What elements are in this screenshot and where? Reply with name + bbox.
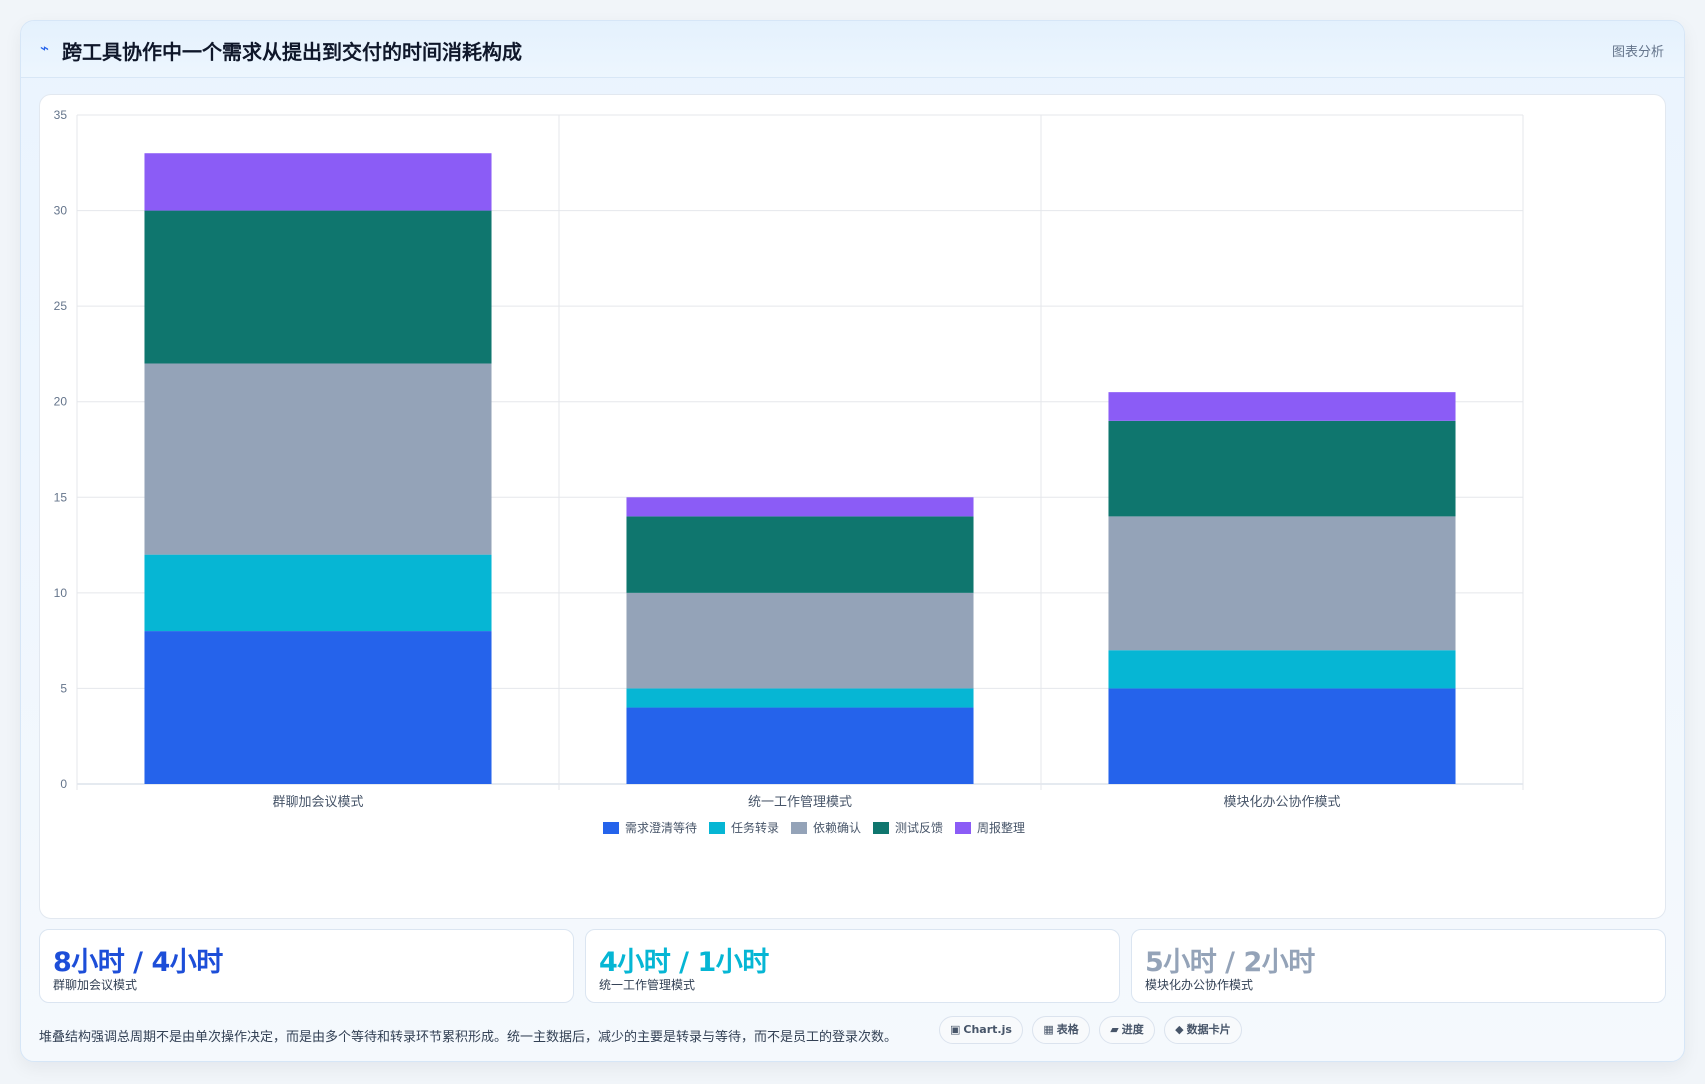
chart-analysis-tag: 图表分析 — [1611, 45, 1664, 60]
bar-segment — [626, 592, 974, 689]
bar-segment — [144, 363, 492, 555]
legend-label: 测试反馈 — [895, 820, 943, 835]
x-tick-label: 统一工作管理模式 — [748, 795, 852, 810]
legend-swatch — [603, 822, 619, 834]
legend-label: 任务转录 — [731, 820, 779, 835]
stat-card-group-chat: 8小时 / 4小时 群聊加会议模式 — [39, 929, 574, 1003]
stat-card-modular-office: 5小时 / 2小时 模块化办公协作模式 — [1131, 929, 1666, 1003]
y-tick-label: 5 — [60, 681, 67, 695]
panel-header: ⌁ 跨工具协作中一个需求从提出到交付的时间消耗构成 图表分析 — [21, 21, 1684, 78]
y-tick-label: 35 — [54, 108, 68, 122]
stat-label: 群聊加会议模式 — [53, 978, 138, 992]
chart-card: 0 5 10 15 20 25 30 35 群聊加会议模式 统一工作管理模式 模块化办公协作模式需求… — [39, 94, 1666, 919]
bar-segment — [1108, 650, 1456, 689]
stat-label: 模块化办公协作模式 — [1145, 978, 1254, 992]
bar-segment — [626, 707, 974, 784]
progress-icon: ▰ — [1110, 1023, 1119, 1036]
y-tick-label: 15 — [54, 490, 68, 504]
bar-segment — [626, 516, 974, 593]
stat-row: 8小时 / 4小时 群聊加会议模式 4小时 / 1小时 统一工作管理模式 5小时… — [39, 929, 1666, 1003]
table-icon: ▦ — [1043, 1023, 1054, 1036]
chip-label: Chart.js — [963, 1023, 1012, 1036]
y-tick-label: 10 — [54, 586, 68, 600]
legend-swatch — [709, 822, 725, 834]
y-tick-label: 0 — [60, 777, 67, 791]
chip-label: 表格 — [1056, 1023, 1079, 1036]
x-tick-label: 模块化办公协作模式 — [1223, 795, 1340, 810]
stacked-bar-chart: 0 5 10 15 20 25 30 35 群聊加会议模式 统一工作管理模式 模块化办公协作模式需求… — [54, 108, 1524, 835]
legend-swatch — [955, 822, 971, 834]
legend-swatch — [873, 822, 889, 834]
bar-segment — [626, 688, 974, 708]
bar-segment — [144, 153, 492, 211]
bar-segment — [1108, 516, 1456, 651]
bar-segment — [1108, 420, 1456, 517]
bar-segment — [144, 631, 492, 784]
chip-data-card[interactable]: ◆ 数据卡片 — [1164, 1016, 1242, 1044]
bar-segment — [144, 554, 492, 632]
legend-swatch — [791, 822, 807, 834]
chip-chartjs[interactable]: ▣ Chart.js — [939, 1016, 1023, 1044]
y-tick-label: 30 — [54, 204, 68, 218]
y-tick-label: 20 — [54, 395, 68, 409]
stat-value: 8小时 / 4小时 — [53, 947, 223, 978]
feature-chips: ▣ Chart.js ▦ 表格 ▰ 进度 ◆ 数据卡片 — [939, 1016, 1247, 1046]
y-tick-label: 25 — [54, 299, 68, 313]
legend-label: 周报整理 — [977, 820, 1025, 835]
stat-value: 5小时 / 2小时 — [1145, 947, 1315, 978]
bar-segment — [1108, 392, 1456, 421]
stat-card-unified-work: 4小时 / 1小时 统一工作管理模式 — [585, 929, 1120, 1003]
chip-table[interactable]: ▦ 表格 — [1032, 1016, 1090, 1044]
chip-progress[interactable]: ▰ 进度 — [1099, 1016, 1155, 1044]
bar-segment — [144, 210, 492, 364]
stat-label: 统一工作管理模式 — [599, 978, 696, 992]
page-title: 跨工具协作中一个需求从提出到交付的时间消耗构成 — [62, 40, 522, 64]
chart-icon: ▣ — [950, 1023, 961, 1036]
bar-segment — [1108, 688, 1456, 784]
x-tick-label: 群聊加会议模式 — [272, 795, 363, 810]
chip-label: 数据卡片 — [1186, 1023, 1231, 1036]
legend-label: 依赖确认 — [813, 820, 861, 835]
chart-panel: ⌁ 跨工具协作中一个需求从提出到交付的时间消耗构成 图表分析 0 5 10 15 20 2… — [20, 20, 1685, 1062]
bar-segment — [626, 497, 974, 517]
chip-label: 进度 — [1121, 1023, 1144, 1036]
legend-label: 需求澄清等待 — [625, 820, 697, 835]
stat-value: 4小时 / 1小时 — [599, 947, 769, 978]
diamond-icon: ◆ — [1175, 1023, 1184, 1036]
lightning-icon: ⌁ — [40, 40, 50, 57]
chart-footnote: 堆叠结构强调总周期不是由单次操作决定，而是由多个等待和转录环节累积形成。统一主数… — [39, 1030, 898, 1045]
